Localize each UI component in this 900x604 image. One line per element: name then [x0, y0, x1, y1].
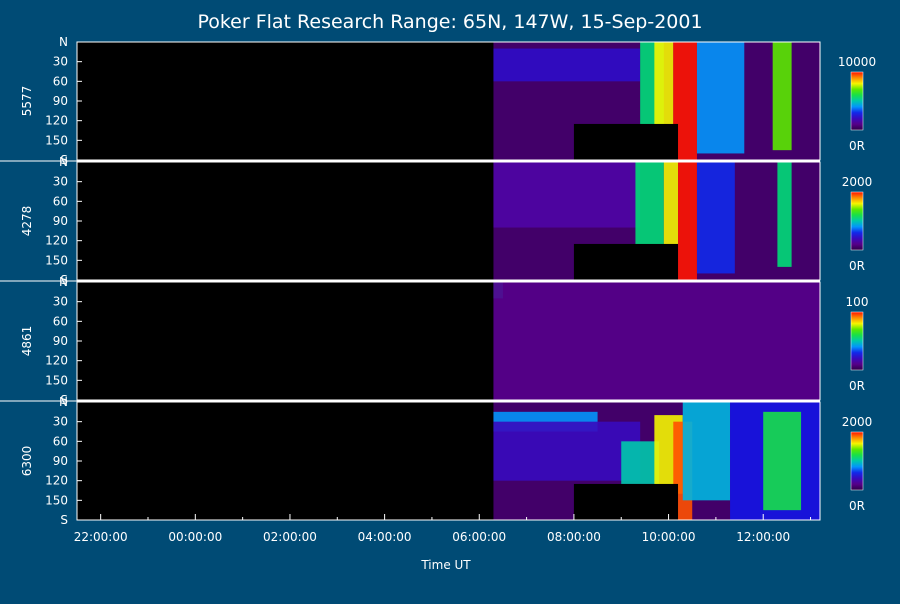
y-tick-label: 150: [45, 493, 68, 507]
y-tick-label: 60: [53, 194, 68, 208]
data-gap: [573, 483, 679, 520]
colorbar: [850, 311, 864, 371]
data-gap: [573, 123, 679, 160]
x-axis: 22:00:00 00:00:00 02:00:00 04:00:00 06:00:00…: [0, 160, 820, 544]
colorbar-min-label: 0R: [849, 379, 865, 393]
emission-feature: [772, 42, 792, 151]
y-tick-label: 120: [45, 354, 68, 368]
y-tick-label: 120: [45, 474, 68, 488]
y-tick-label: 90: [53, 94, 68, 108]
y-tick-label: 30: [53, 175, 68, 189]
panel-4278: N 30 60 90 120 150 S 4278 2000 0R: [20, 155, 872, 287]
colorbar-max-label: 2000: [842, 415, 873, 429]
y-tick-label: 120: [45, 234, 68, 248]
panel-label: 4278: [20, 206, 34, 237]
x-tick-label: 22:00:00: [74, 530, 128, 544]
panel-label: 6300: [20, 446, 34, 477]
y-tick-label: N: [59, 395, 68, 409]
panel-5577: N 30 60 90 120 150 S 5577 10000 0R: [20, 35, 876, 167]
y-tick-label: 60: [53, 74, 68, 88]
emission-feature: [696, 162, 735, 274]
y-tick-label: 30: [53, 415, 68, 429]
colorbar: [850, 71, 864, 131]
emission-feature: [493, 162, 641, 228]
colorbar: [850, 191, 864, 251]
colorbar-min-label: 0R: [849, 259, 865, 273]
emission-feature: [678, 162, 697, 280]
y-tick-label: 150: [45, 133, 68, 147]
y-tick-label: S: [60, 393, 68, 407]
y-tick-label: 150: [45, 373, 68, 387]
emission-feature: [493, 421, 641, 481]
emission-feature: [635, 162, 664, 251]
emission-feature: [682, 402, 731, 501]
emission-feature: [654, 42, 674, 141]
colorbar-min-label: 0R: [849, 499, 865, 513]
panels-group: N 30 60 90 120 150 S 5577 10000 0R N 30 60 90 120 150 S 4…: [20, 35, 876, 527]
x-tick-label: 10:00:00: [642, 530, 696, 544]
colorbar-max-label: 100: [846, 295, 869, 309]
emission-feature: [621, 441, 660, 484]
y-tick-label: 90: [53, 454, 68, 468]
y-tick-label: 60: [53, 314, 68, 328]
y-tick-label: 60: [53, 434, 68, 448]
y-tick-label: 90: [53, 214, 68, 228]
colorbar: [850, 431, 864, 491]
panel-label: 4861: [20, 326, 34, 357]
y-tick-label: N: [59, 275, 68, 289]
y-tick-label: 30: [53, 295, 68, 309]
x-tick-label: 04:00:00: [358, 530, 412, 544]
emission-feature: [696, 42, 745, 154]
colorbar-max-label: 10000: [838, 55, 876, 69]
chart-title: Poker Flat Research Range: 65N, 147W, 15…: [197, 11, 702, 33]
y-tick-label: 90: [53, 334, 68, 348]
emission-feature: [663, 162, 679, 261]
x-tick-label: 02:00:00: [263, 530, 317, 544]
panel-label: 5577: [20, 86, 34, 117]
x-tick-label: 00:00:00: [168, 530, 222, 544]
y-tick-label: S: [60, 153, 68, 167]
emission-feature: [763, 411, 802, 511]
panel-4861: N 30 60 90 120 150 S 4861 100 0R: [20, 275, 868, 407]
y-tick-label: 30: [53, 55, 68, 69]
x-tick-label: 06:00:00: [452, 530, 506, 544]
x-tick-label: 08:00:00: [547, 530, 601, 544]
y-tick-label: S: [60, 273, 68, 287]
colorbar-min-label: 0R: [849, 139, 865, 153]
y-tick-label: S: [60, 513, 68, 527]
emission-feature: [777, 162, 792, 267]
emission-feature: [493, 282, 820, 400]
x-tick-label: 12:00:00: [736, 530, 790, 544]
x-axis-label: Time UT: [420, 558, 471, 572]
panel-6300: N 30 60 90 120 150 S 6300 2000 0R: [20, 395, 872, 527]
y-tick-label: 150: [45, 253, 68, 267]
y-tick-label: N: [59, 155, 68, 169]
data-gap: [573, 243, 679, 280]
colorbar-max-label: 2000: [842, 175, 873, 189]
emission-feature: [673, 42, 697, 160]
y-tick-label: N: [59, 35, 68, 49]
emission-feature: [493, 48, 641, 82]
y-tick-label: 120: [45, 114, 68, 128]
